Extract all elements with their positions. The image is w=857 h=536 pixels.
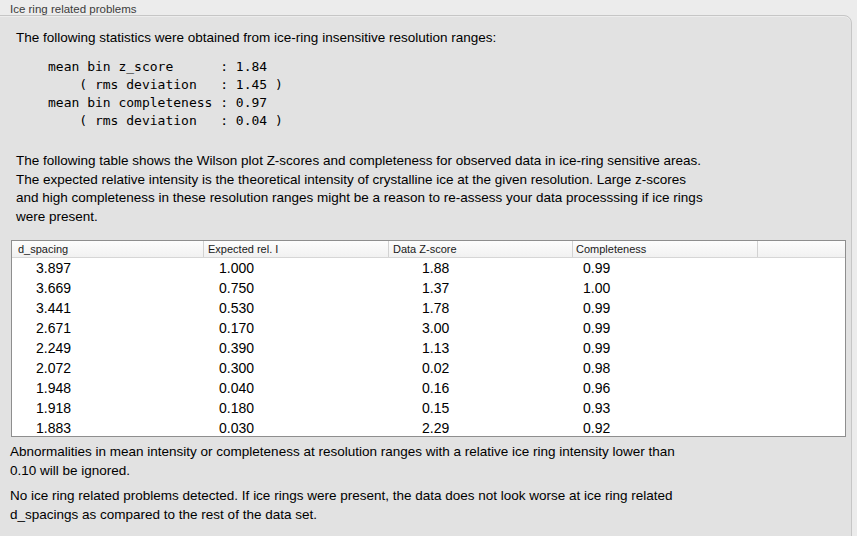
table-cell: 3.441 <box>12 298 204 318</box>
table-header-row: d_spacingExpected rel. IData Z-scoreComp… <box>12 241 845 258</box>
table-cell-empty <box>758 378 845 398</box>
table-cell-empty <box>758 338 845 358</box>
table-row[interactable]: 3.8971.0001.880.99 <box>12 258 845 278</box>
table-cell: 0.300 <box>204 358 389 378</box>
table-cell: 0.99 <box>573 318 758 338</box>
table-cell-empty <box>758 358 845 378</box>
table-row[interactable]: 3.6690.7501.371.00 <box>12 278 845 298</box>
table-row[interactable]: 2.6710.1703.000.99 <box>12 318 845 338</box>
table-cell: 0.99 <box>573 258 758 278</box>
column-header-d_spacing[interactable]: d_spacing <box>12 241 204 257</box>
table-cell: 2.29 <box>389 418 573 438</box>
column-header-empty[interactable] <box>758 241 845 257</box>
table-cell: 2.072 <box>12 358 204 378</box>
table-cell: 0.93 <box>573 398 758 418</box>
table-row[interactable]: 1.9480.0400.160.96 <box>12 378 845 398</box>
table-cell-empty <box>758 258 845 278</box>
table-row[interactable]: 1.9180.1800.150.93 <box>12 398 845 418</box>
table-cell: 0.98 <box>573 358 758 378</box>
table-cell: 1.37 <box>389 278 573 298</box>
table-cell: 1.918 <box>12 398 204 418</box>
table-cell-empty <box>758 398 845 418</box>
table-cell-empty <box>758 278 845 298</box>
table-cell: 3.897 <box>12 258 204 278</box>
table-cell: 0.99 <box>573 298 758 318</box>
table-cell: 2.249 <box>12 338 204 358</box>
ice-ring-statistics-block: mean bin z_score : 1.84 ( rms deviation … <box>48 58 283 130</box>
table-cell: 0.15 <box>389 398 573 418</box>
table-cell: 2.671 <box>12 318 204 338</box>
table-cell: 1.000 <box>204 258 389 278</box>
table-cell: 0.02 <box>389 358 573 378</box>
table-cell: 0.16 <box>389 378 573 398</box>
result-note: No ice ring related problems detected. I… <box>10 487 810 524</box>
table-cell: 3.00 <box>389 318 573 338</box>
table-cell: 0.390 <box>204 338 389 358</box>
column-header-Data Z-score[interactable]: Data Z-score <box>389 241 573 257</box>
column-header-Completeness[interactable]: Completeness <box>573 241 758 257</box>
table-body: 3.8971.0001.880.993.6690.7501.371.003.44… <box>12 258 845 438</box>
table-cell: 0.99 <box>573 338 758 358</box>
table-row[interactable]: 2.0720.3000.020.98 <box>12 358 845 378</box>
table-cell: 1.948 <box>12 378 204 398</box>
table-cell: 0.030 <box>204 418 389 438</box>
table-cell: 3.669 <box>12 278 204 298</box>
table-cell: 0.530 <box>204 298 389 318</box>
table-row[interactable]: 2.2490.3901.130.99 <box>12 338 845 358</box>
table-cell-empty <box>758 298 845 318</box>
column-header-Expected rel. I[interactable]: Expected rel. I <box>204 241 389 257</box>
table-cell: 0.92 <box>573 418 758 438</box>
intro-paragraph: The following statistics were obtained f… <box>16 29 496 48</box>
table-cell: 0.040 <box>204 378 389 398</box>
table-cell: 0.750 <box>204 278 389 298</box>
table-cell-empty <box>758 418 845 438</box>
groupbox-title: Ice ring related problems <box>10 3 137 15</box>
abnormalities-note: Abnormalities in mean intensity or compl… <box>10 443 810 480</box>
table-description-paragraph: The following table shows the Wilson plo… <box>16 152 836 226</box>
table-row[interactable]: 3.4410.5301.780.99 <box>12 298 845 318</box>
table-cell: 1.00 <box>573 278 758 298</box>
table-cell: 1.883 <box>12 418 204 438</box>
table-cell: 1.88 <box>389 258 573 278</box>
table-cell: 1.13 <box>389 338 573 358</box>
ice-ring-table[interactable]: d_spacingExpected rel. IData Z-scoreComp… <box>11 240 846 437</box>
table-cell: 0.170 <box>204 318 389 338</box>
table-row[interactable]: 1.8830.0302.290.92 <box>12 418 845 438</box>
table-cell: 0.180 <box>204 398 389 418</box>
table-cell: 1.78 <box>389 298 573 318</box>
table-cell-empty <box>758 318 845 338</box>
table-cell: 0.96 <box>573 378 758 398</box>
